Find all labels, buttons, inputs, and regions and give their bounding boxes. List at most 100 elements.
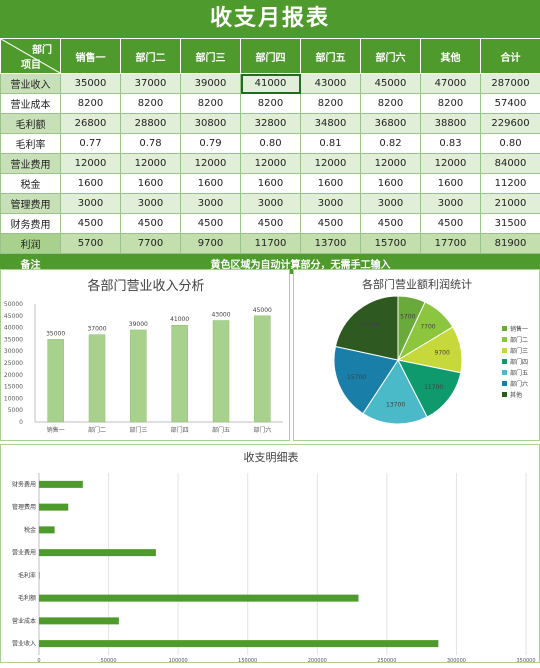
table-cell[interactable]: 41000 [241, 74, 301, 94]
column-header[interactable]: 部门四 [241, 39, 301, 74]
table-cell[interactable]: 4500 [181, 214, 241, 234]
table-cell[interactable]: 1600 [181, 174, 241, 194]
table-cell[interactable]: 28800 [121, 114, 181, 134]
table-cell[interactable]: 8200 [61, 94, 121, 114]
table-cell[interactable]: 4500 [421, 214, 481, 234]
table-cell[interactable]: 8200 [361, 94, 421, 114]
table-cell[interactable]: 26800 [61, 114, 121, 134]
bar[interactable] [213, 321, 229, 422]
table-cell[interactable]: 30800 [181, 114, 241, 134]
table-cell[interactable]: 0.80 [481, 134, 540, 154]
bar[interactable] [254, 316, 270, 422]
bar[interactable] [39, 481, 83, 488]
table-cell[interactable]: 17700 [421, 234, 481, 254]
table-cell[interactable]: 11700 [241, 234, 301, 254]
table-cell[interactable]: 15700 [361, 234, 421, 254]
column-header[interactable]: 部门六 [361, 39, 421, 74]
bar[interactable] [89, 335, 105, 422]
legend-label[interactable]: 部门六 [510, 380, 528, 388]
table-cell[interactable]: 0.78 [121, 134, 181, 154]
table-cell[interactable]: 8200 [241, 94, 301, 114]
bar[interactable] [39, 640, 438, 647]
table-cell[interactable]: 8200 [181, 94, 241, 114]
row-label[interactable]: 毛利率 [1, 134, 61, 154]
table-cell[interactable]: 3000 [301, 194, 361, 214]
table-cell[interactable]: 1600 [121, 174, 181, 194]
table-cell[interactable]: 57400 [481, 94, 540, 114]
row-label[interactable]: 营业收入 [1, 74, 61, 94]
table-cell[interactable]: 5700 [61, 234, 121, 254]
bar[interactable] [39, 549, 156, 556]
table-cell[interactable]: 3000 [421, 194, 481, 214]
bar[interactable] [39, 595, 358, 602]
table-cell[interactable]: 84000 [481, 154, 540, 174]
row-label[interactable]: 管理费用 [1, 194, 61, 214]
table-cell[interactable]: 3000 [121, 194, 181, 214]
table-cell[interactable]: 0.82 [361, 134, 421, 154]
table-cell[interactable]: 37000 [121, 74, 181, 94]
column-header[interactable]: 其他 [421, 39, 481, 74]
bar[interactable] [130, 330, 146, 422]
row-label[interactable]: 利润 [1, 234, 61, 254]
row-label[interactable]: 税金 [1, 174, 61, 194]
table-cell[interactable]: 8200 [301, 94, 361, 114]
table-cell[interactable]: 0.79 [181, 134, 241, 154]
column-header[interactable]: 部门三 [181, 39, 241, 74]
table-cell[interactable]: 3000 [181, 194, 241, 214]
table-cell[interactable]: 3000 [241, 194, 301, 214]
table-cell[interactable]: 4500 [241, 214, 301, 234]
bar[interactable] [172, 325, 188, 422]
table-cell[interactable]: 47000 [421, 74, 481, 94]
table-cell[interactable]: 21000 [481, 194, 540, 214]
legend-label[interactable]: 部门三 [510, 347, 528, 355]
table-cell[interactable]: 1600 [421, 174, 481, 194]
bar[interactable] [39, 526, 55, 533]
row-label[interactable]: 营业费用 [1, 154, 61, 174]
table-cell[interactable]: 12000 [301, 154, 361, 174]
column-header[interactable]: 合计 [481, 39, 540, 74]
table-cell[interactable]: 3000 [361, 194, 421, 214]
bar[interactable] [48, 339, 64, 422]
legend-label[interactable]: 其他 [510, 391, 522, 399]
table-cell[interactable]: 12000 [181, 154, 241, 174]
table-cell[interactable]: 1600 [301, 174, 361, 194]
table-cell[interactable]: 1600 [241, 174, 301, 194]
table-cell[interactable]: 7700 [121, 234, 181, 254]
table-cell[interactable]: 0.81 [301, 134, 361, 154]
table-cell[interactable]: 31500 [481, 214, 540, 234]
table-cell[interactable]: 11200 [481, 174, 540, 194]
table-cell[interactable]: 229600 [481, 114, 540, 134]
table-cell[interactable]: 12000 [421, 154, 481, 174]
table-cell[interactable]: 12000 [121, 154, 181, 174]
table-cell[interactable]: 36800 [361, 114, 421, 134]
column-header[interactable]: 部门五 [301, 39, 361, 74]
table-cell[interactable]: 13700 [301, 234, 361, 254]
table-cell[interactable]: 12000 [241, 154, 301, 174]
table-cell[interactable]: 0.80 [241, 134, 301, 154]
table-cell[interactable]: 4500 [61, 214, 121, 234]
corner-cell[interactable]: 部门 项目 [1, 39, 61, 74]
table-cell[interactable]: 1600 [361, 174, 421, 194]
column-header[interactable]: 销售一 [61, 39, 121, 74]
table-cell[interactable]: 12000 [61, 154, 121, 174]
legend-label[interactable]: 部门五 [510, 369, 528, 377]
legend-label[interactable]: 销售一 [510, 325, 528, 333]
table-cell[interactable]: 9700 [181, 234, 241, 254]
table-cell[interactable]: 1600 [61, 174, 121, 194]
table-cell[interactable]: 81900 [481, 234, 540, 254]
table-cell[interactable]: 12000 [361, 154, 421, 174]
row-label[interactable]: 营业成本 [1, 94, 61, 114]
bar[interactable] [39, 572, 40, 579]
table-cell[interactable]: 4500 [121, 214, 181, 234]
table-cell[interactable]: 34800 [301, 114, 361, 134]
table-cell[interactable]: 8200 [121, 94, 181, 114]
table-cell[interactable]: 0.83 [421, 134, 481, 154]
table-cell[interactable]: 4500 [301, 214, 361, 234]
table-cell[interactable]: 38800 [421, 114, 481, 134]
legend-label[interactable]: 部门二 [510, 336, 528, 344]
table-cell[interactable]: 45000 [361, 74, 421, 94]
table-cell[interactable]: 4500 [361, 214, 421, 234]
bar[interactable] [39, 504, 68, 511]
